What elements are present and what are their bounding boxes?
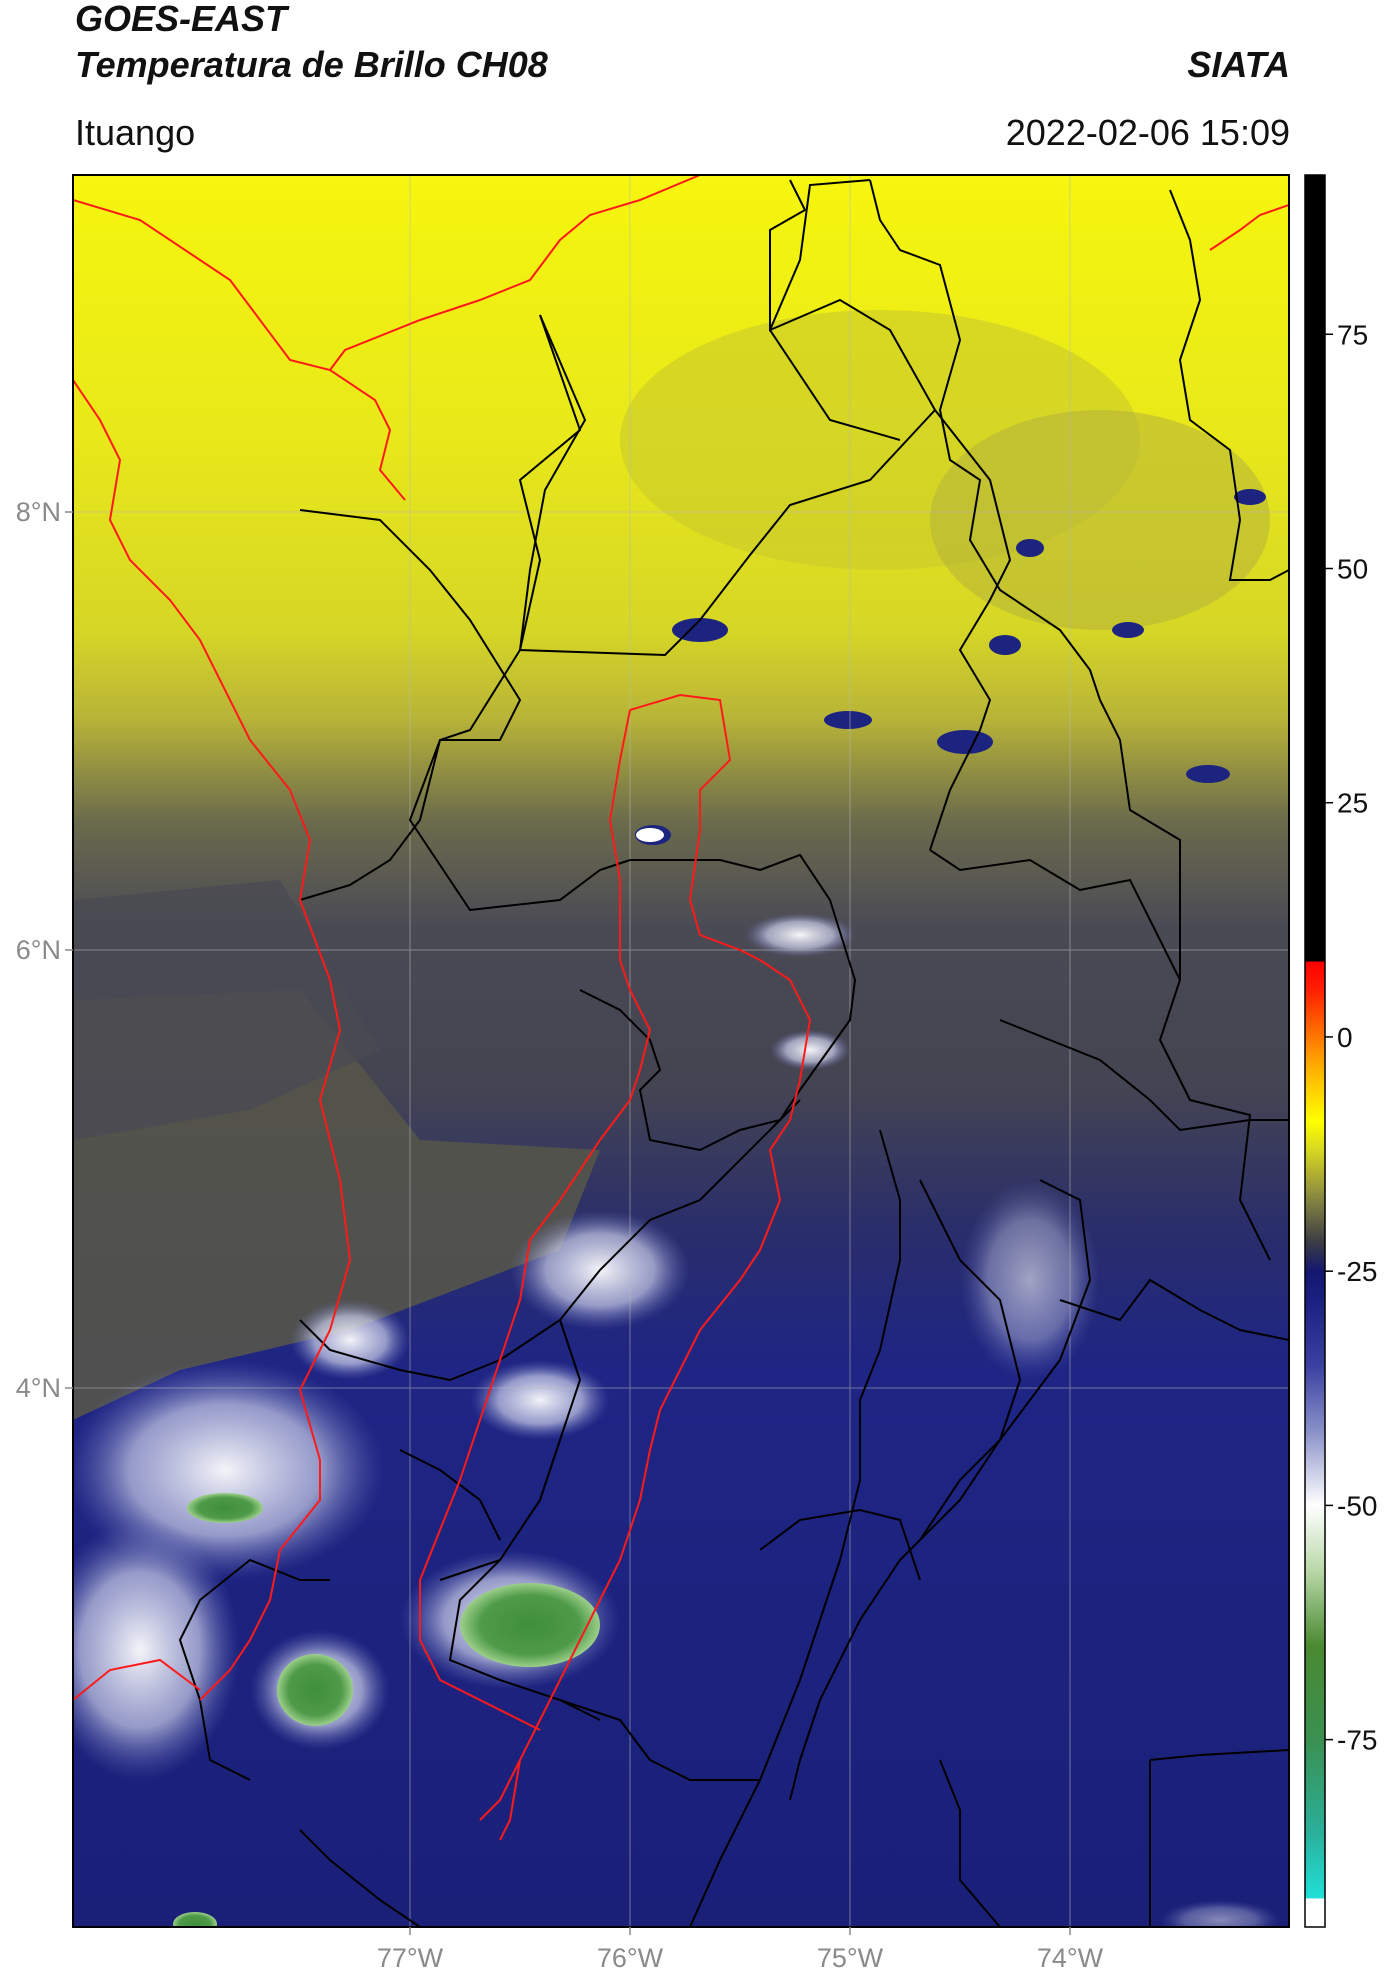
colorbar-ticks: 75 50 25 0 -25 -50 -75 [1325, 319, 1377, 1756]
colorbar [1304, 174, 1326, 1928]
colorbar-tick-label: -50 [1337, 1490, 1377, 1521]
satellite-title: GOES-EAST [75, 0, 288, 39]
colorbar-tick-label: 0 [1337, 1022, 1353, 1053]
organization-label: SIATA [1187, 44, 1290, 85]
coastline-boundaries [73, 175, 1289, 1841]
lat-tick-label: 8°N [16, 497, 61, 527]
latitude-axis: 8°N 6°N 4°N [16, 497, 73, 1403]
colorbar-tick-label: 25 [1337, 788, 1368, 819]
map-imagery [73, 175, 1289, 1927]
timestamp-label: 2022-02-06 15:09 [1005, 112, 1290, 153]
colorbar-tick-label: -25 [1337, 1256, 1377, 1287]
colorbar-tick-label: 50 [1337, 553, 1368, 584]
department-boundaries [178, 179, 1289, 1927]
region-label: Ituango [75, 112, 196, 153]
lon-tick-label: 77°W [377, 1943, 444, 1973]
colorbar-tick-label: 75 [1337, 319, 1368, 350]
longitude-axis: 77°W 76°W 75°W 74°W [377, 1927, 1104, 1973]
lon-tick-label: 76°W [597, 1943, 664, 1973]
graticule [73, 175, 1289, 1927]
map-frame [72, 174, 1290, 1928]
lat-tick-label: 4°N [16, 1373, 61, 1403]
lat-tick-label: 6°N [16, 935, 61, 965]
colorbar-tick-label: -75 [1337, 1725, 1377, 1756]
lon-tick-label: 75°W [817, 1943, 884, 1973]
product-title: Temperatura de Brillo CH08 [75, 44, 548, 85]
lon-tick-label: 74°W [1037, 1943, 1104, 1973]
